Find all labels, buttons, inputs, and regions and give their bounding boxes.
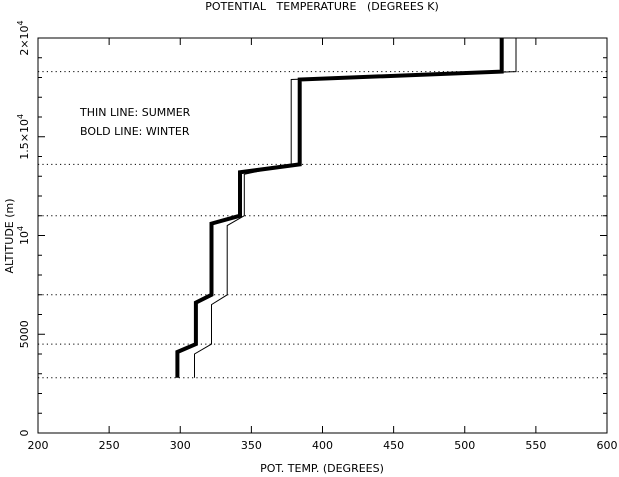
plot-frame	[37, 37, 608, 434]
annotation-winter: BOLD LINE: WINTER	[80, 125, 190, 138]
x-axis: 200 250 300 350 400 450 500 550 600	[28, 38, 618, 452]
x-tick-label-8: 600	[597, 439, 618, 452]
annotation-summer: THIN LINE: SUMMER	[79, 106, 191, 119]
series-line-winter	[175, 38, 504, 378]
x-tick-label-1: 250	[99, 439, 120, 452]
y-tick-label-3: 1.5×104	[16, 114, 31, 160]
x-tick-label-7: 550	[525, 439, 546, 452]
x-tick-label-0: 200	[28, 439, 49, 452]
x-tick-label-6: 500	[454, 439, 475, 452]
x-axis-title: POT. TEMP. (DEGREES)	[260, 462, 384, 475]
y-tick-label-1: 5000	[18, 320, 31, 348]
x-tick-label-5: 450	[383, 439, 404, 452]
chart-title: POTENTIAL TEMPERATURE (DEGREES K)	[205, 0, 439, 13]
y-axis-title: ALTITUDE (m)	[3, 198, 16, 273]
y-tick-label-2: 104	[16, 226, 31, 245]
y-axis: 0 5000 104 1.5×104 2×104	[16, 20, 607, 437]
x-tick-label-4: 400	[312, 439, 333, 452]
x-tick-label-2: 300	[170, 439, 191, 452]
y-tick-label-4: 2×104	[16, 20, 31, 55]
y-tick-label-0: 0	[18, 430, 31, 437]
series-line-summer	[194, 38, 517, 378]
series-layer	[175, 38, 517, 378]
x-tick-label-3: 350	[241, 439, 262, 452]
